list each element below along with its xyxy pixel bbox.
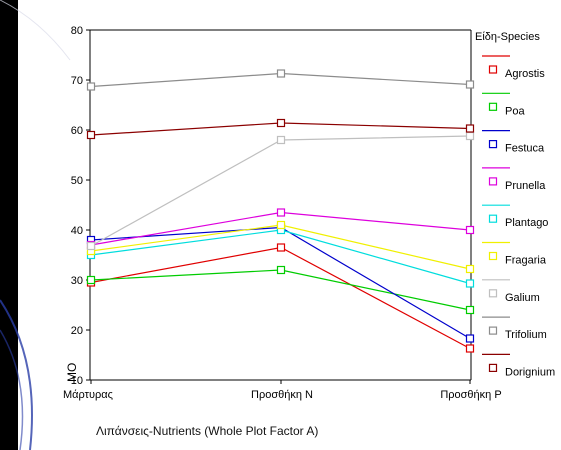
data-point-marker [465,225,475,235]
legend-swatch-marker [488,251,498,261]
legend-swatch-marker [488,289,498,298]
data-point-marker [465,131,475,141]
data-point-marker [465,334,475,343]
legend-label: Galium [505,292,540,304]
data-point-marker [465,264,475,274]
y-tick-label: 20 [71,325,83,337]
legend-item-fragaria: Fragaria [482,241,547,267]
legend-swatch-marker [488,214,498,223]
series-line [90,269,471,311]
legend-label: Agrostis [505,68,545,80]
x-tick-label: Προσθήκη Ρ [440,389,501,401]
series-trifolium [86,69,475,91]
legend-label: Festuca [505,143,545,155]
data-point-marker [465,80,475,89]
series-poa [86,265,475,315]
legend-title: Είδη-Species [475,31,540,43]
data-point-marker [86,82,96,91]
data-point-marker [276,118,286,128]
legend-swatch-marker [488,102,498,111]
legend-swatch-marker [488,326,498,335]
legend-item-poa: Poa [482,92,525,117]
legend-label: Trifolium [505,329,547,341]
series-galium [86,131,475,251]
legend-item-prunella: Prunella [482,167,546,192]
x-axis-ticks: Μάρτυρας Προσθήκη Ν Προσθήκη Ρ [63,380,502,401]
series-line [90,229,471,285]
y-axis-ticks: 10 20 30 40 50 60 70 80 [71,25,90,387]
x-tick-label: Μάρτυρας [63,389,113,401]
x-tick-label: Προσθήκη Ν [251,389,313,401]
legend-swatch-marker [488,65,498,74]
legend-item-galium: Galium [482,279,540,304]
data-point-marker [276,135,286,145]
legend: Είδη-Species Agrostis Poa Festuca Prunella P… [475,31,555,378]
legend-item-agrostis: Agrostis [482,55,545,80]
data-point-marker [276,69,286,78]
legend-label: Plantago [505,217,548,229]
legend-label: Fragaria [505,255,547,267]
x-axis-label: Λιπάνσεις-Nutrients (Whole Plot Factor A… [96,424,319,438]
data-point-marker [276,220,286,230]
legend-item-dorignium: Dorignium [482,353,555,378]
series-festuca [86,223,475,343]
y-tick-label: 30 [71,275,83,287]
data-point-marker [465,124,475,133]
legend-label: Poa [505,105,525,117]
y-tick-label: 10 [71,375,83,387]
series-fragaria [86,220,475,274]
y-tick-label: 50 [71,175,83,187]
legend-label: Dorignium [505,366,555,378]
series-layer [86,69,475,353]
y-tick-label: 40 [71,225,83,237]
data-point-marker [86,130,96,140]
legend-swatch-marker [488,363,498,372]
data-point-marker [465,344,475,353]
data-point-marker [276,265,286,275]
y-tick-label: 70 [71,75,83,87]
y-tick-label: 60 [71,125,83,137]
data-point-marker [465,279,475,288]
data-point-marker [276,243,286,252]
y-axis-label: ΜΟ [65,363,79,382]
legend-item-plantago: Plantago [482,204,548,229]
data-point-marker [86,275,96,285]
y-tick-label: 80 [71,25,83,37]
legend-label: Prunella [505,180,546,192]
data-point-marker [276,208,286,217]
series-dorignium [86,118,475,140]
legend-swatch-marker [488,177,498,186]
data-point-marker [86,241,96,251]
legend-item-trifolium: Trifolium [482,316,547,341]
legend-item-festuca: Festuca [482,130,545,155]
data-point-marker [465,305,475,315]
legend-swatch-marker [488,140,498,149]
